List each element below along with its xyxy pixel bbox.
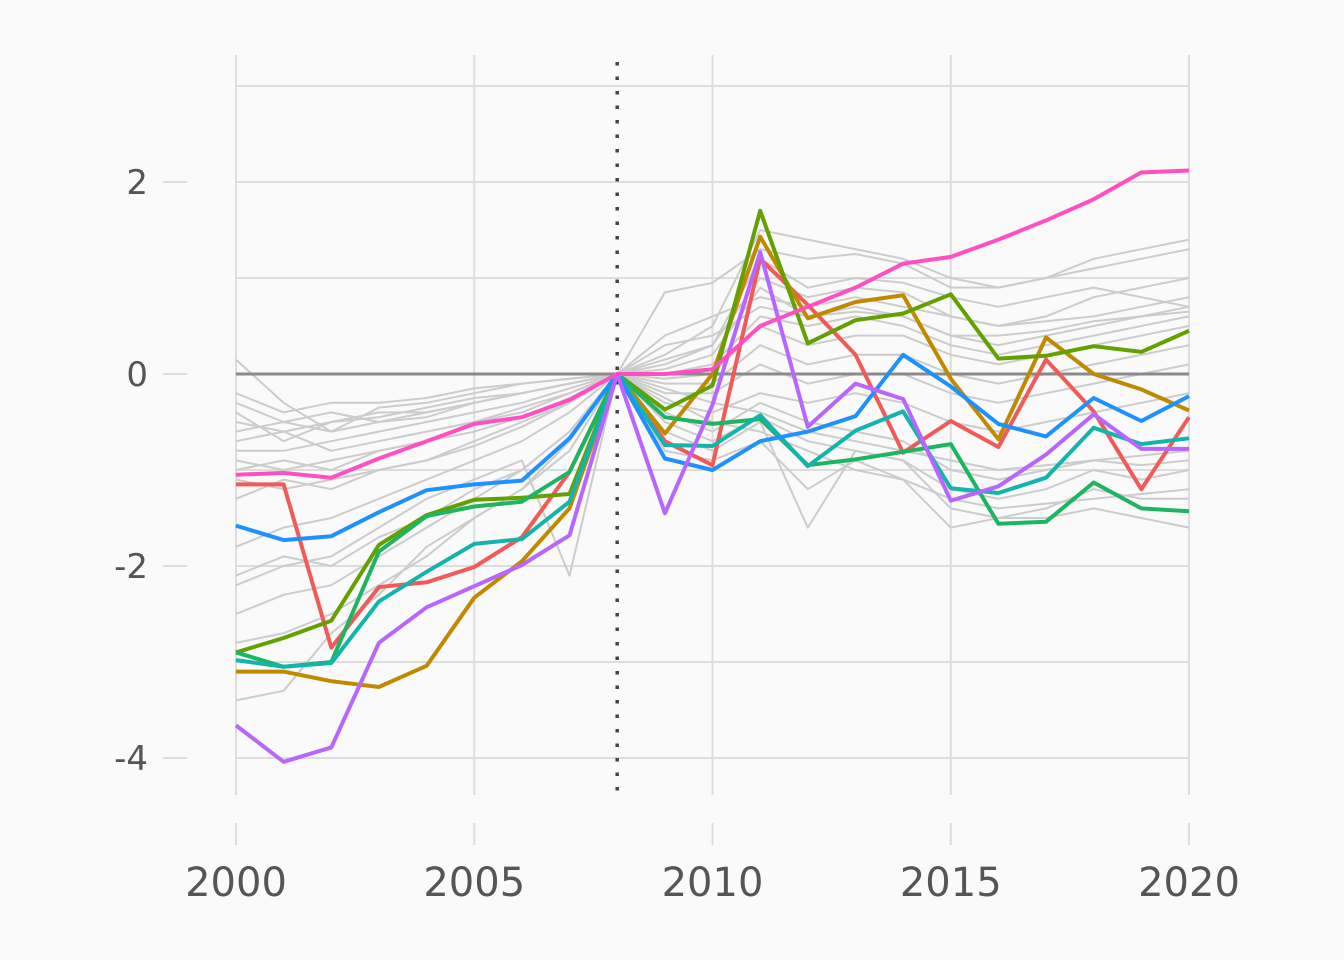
x-tick-label: 2020	[1138, 860, 1240, 906]
x-tick-label: 2010	[662, 860, 764, 906]
series-line	[235, 372, 1190, 669]
y-tick-label: -2	[114, 547, 148, 587]
background-series-line	[235, 277, 1190, 433]
series-line	[235, 208, 1190, 655]
series-line	[236, 256, 1191, 650]
x-tick-label: 2005	[423, 860, 525, 906]
y-tick-label: 2	[126, 163, 148, 203]
series-line	[235, 168, 1190, 480]
background-series-line	[235, 363, 1190, 548]
background-series-line	[235, 373, 1190, 615]
x-tick-label: 2015	[900, 860, 1002, 906]
background-series-line	[235, 373, 1189, 644]
series-line	[235, 372, 1190, 669]
y-tick-label: 0	[126, 355, 148, 395]
background-series-line	[235, 248, 1190, 423]
background-series-line	[235, 277, 1190, 443]
background-series-line	[235, 286, 1190, 433]
x-tick-label: 2000	[185, 860, 287, 906]
y-tick-label: -4	[114, 739, 148, 779]
x-axis: 2000 2005 2010 2015 2020	[185, 823, 1240, 906]
background-series-line	[235, 373, 1190, 577]
background-series-line	[235, 305, 1190, 452]
background-series-line	[236, 315, 1190, 452]
series-line	[236, 234, 1190, 689]
series-line	[235, 352, 1190, 543]
background-series-line	[235, 373, 1190, 587]
y-axis: 2 0 -2 -4	[114, 163, 187, 779]
series-line	[234, 250, 1189, 764]
highlighted-series-group	[234, 168, 1191, 764]
